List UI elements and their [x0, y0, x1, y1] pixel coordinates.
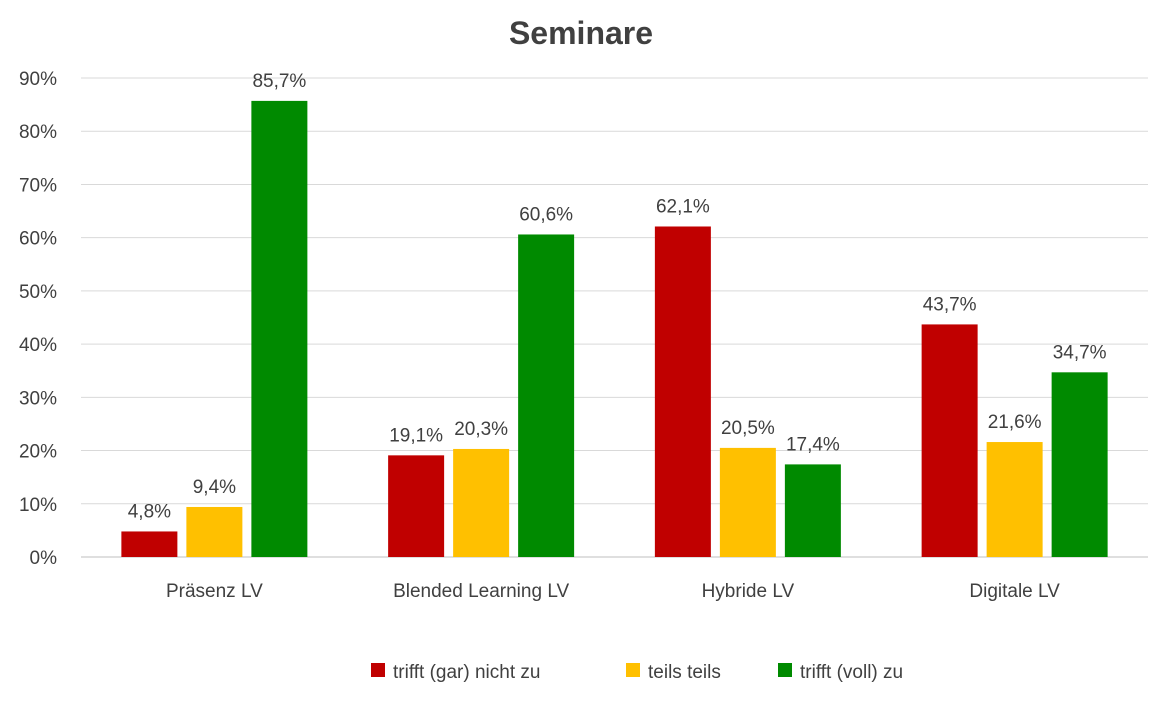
bar — [654, 226, 711, 558]
legend-swatch — [778, 663, 792, 677]
y-tick-label: 20% — [19, 442, 57, 463]
data-label: 85,7% — [252, 71, 306, 92]
bar — [921, 324, 978, 557]
bar — [388, 455, 445, 557]
data-label: 20,5% — [721, 418, 775, 439]
data-label: 62,1% — [656, 196, 710, 217]
y-axis-ticks: 0% 10% 20% 30% 40% 50% 60% 70% 80% 90% — [19, 69, 57, 569]
bar — [251, 100, 308, 557]
chart-title: Seminare — [509, 15, 653, 51]
category-label: Digitale LV — [969, 581, 1060, 602]
legend: trifft (gar) nicht zu teils teils trifft (… — [371, 662, 903, 683]
bar — [1051, 372, 1108, 557]
legend-swatch — [371, 663, 385, 677]
data-label: 20,3% — [454, 419, 508, 440]
y-tick-label: 60% — [19, 229, 57, 250]
bar — [186, 506, 243, 557]
legend-swatch — [626, 663, 640, 677]
bar — [784, 464, 841, 557]
y-tick-label: 10% — [19, 495, 57, 516]
y-tick-label: 30% — [19, 388, 57, 409]
legend-label: teils teils — [648, 662, 721, 683]
category-label: Hybride LV — [702, 581, 795, 602]
y-tick-label: 50% — [19, 282, 57, 303]
y-tick-label: 90% — [19, 69, 57, 90]
data-label: 34,7% — [1053, 342, 1107, 363]
legend-label: trifft (gar) nicht zu — [393, 662, 540, 683]
y-tick-label: 0% — [30, 548, 58, 569]
data-label: 60,6% — [519, 204, 573, 225]
bar — [986, 442, 1043, 557]
bar — [518, 234, 575, 557]
x-axis-categories: Präsenz LV Blended Learning LV Hybride LV D… — [166, 581, 1060, 602]
data-labels: 4,8% 9,4% 85,7% 19,1% 20,3% 60,6% 62,1% 20,5% 17… — [128, 71, 1107, 523]
data-label: 21,6% — [988, 412, 1042, 433]
data-label: 17,4% — [786, 434, 840, 455]
bars — [121, 100, 1108, 558]
y-tick-label: 80% — [19, 122, 57, 143]
y-tick-label: 70% — [19, 175, 57, 196]
category-label: Präsenz LV — [166, 581, 263, 602]
category-label: Blended Learning LV — [393, 581, 569, 602]
bar — [453, 448, 510, 557]
bar — [121, 531, 178, 557]
data-label: 4,8% — [128, 501, 171, 522]
data-label: 19,1% — [389, 425, 443, 446]
y-tick-label: 40% — [19, 335, 57, 356]
legend-label: trifft (voll) zu — [800, 662, 903, 683]
data-label: 43,7% — [923, 294, 977, 315]
data-label: 9,4% — [193, 477, 236, 498]
bar — [719, 447, 776, 557]
